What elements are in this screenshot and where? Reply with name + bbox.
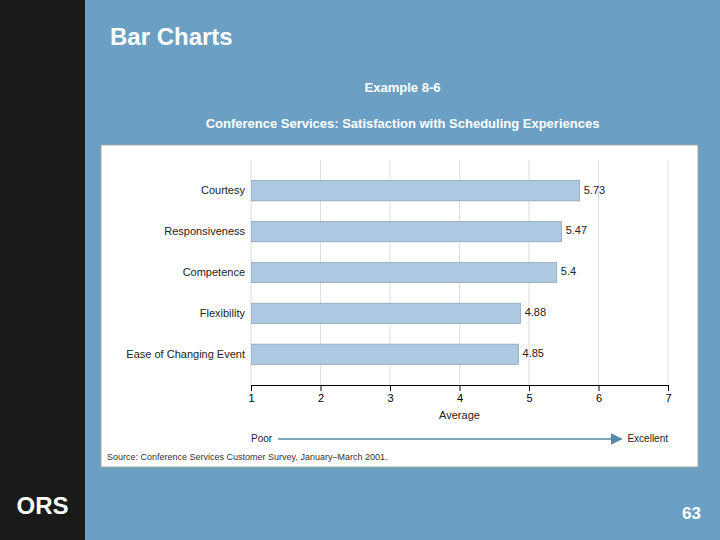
bar — [251, 303, 521, 323]
x-tick: 1 — [248, 385, 254, 404]
x-tick: 7 — [665, 385, 671, 404]
x-tick-label: 3 — [387, 392, 393, 404]
y-tick: Competence — [183, 266, 245, 278]
x-tick-label: 2 — [318, 392, 324, 404]
scale-arrow: Poor Excellent — [251, 433, 668, 444]
x-axis-line — [252, 386, 669, 392]
y-tick: Ease of Changing Event — [126, 348, 245, 360]
source: Source: Conference Services Customer Sur… — [107, 452, 387, 462]
x-tick: 2 — [318, 385, 324, 404]
data-label: 5.4 — [561, 265, 576, 277]
x-tick-mark — [668, 385, 669, 391]
x-tick: 5 — [526, 385, 532, 404]
y-tick-label: Courtesy — [201, 184, 246, 196]
y-axis: Ease of Changing Event Flexibility Compete… — [126, 184, 245, 360]
data-label: 5.73 — [584, 184, 605, 196]
subtitle: Conference Services: Satisfaction with S… — [206, 116, 600, 131]
arrow-label-right: Excellent — [627, 433, 668, 444]
grid-line — [668, 160, 669, 385]
x-tick-label: 4 — [457, 392, 463, 404]
x-tick-label: 5 — [526, 392, 532, 404]
data-label: 4.85 — [523, 347, 544, 359]
x-axis: 1 2 3 4 5 6 7 — [248, 385, 671, 404]
data-labels: 4.85 4.88 5.4 5.47 5.73 — [523, 184, 606, 360]
x-tick-label: 1 — [248, 392, 254, 404]
x-axis-title: Average — [439, 409, 480, 421]
bar — [251, 180, 580, 200]
arrow-label-left: Poor — [251, 433, 273, 444]
y-tick: Responsiveness — [164, 225, 245, 237]
x-tick-mark — [321, 385, 322, 391]
bars — [251, 180, 580, 364]
y-tick-label: Competence — [183, 266, 245, 278]
x-tick: 6 — [596, 385, 602, 404]
y-tick: Flexibility — [200, 307, 246, 319]
data-label: 4.88 — [525, 306, 546, 318]
y-tick-label: Flexibility — [200, 307, 246, 319]
data-label: 5.47 — [566, 224, 587, 236]
title: Example 8-6 — [365, 80, 441, 95]
y-tick-label: Ease of Changing Event — [126, 348, 245, 360]
x-tick-mark — [390, 385, 391, 391]
x-tick-mark — [251, 385, 252, 391]
chart-panel — [101, 145, 698, 467]
x-tick-label: 7 — [665, 392, 671, 404]
y-tick-label: Responsiveness — [164, 225, 245, 237]
logo: ORS — [16, 492, 68, 519]
bar — [251, 262, 557, 282]
x-tick-label: 6 — [596, 392, 602, 404]
x-tick-mark — [460, 385, 461, 391]
bar — [251, 344, 519, 364]
x-tick: 3 — [387, 385, 393, 404]
arrow-line — [278, 438, 621, 440]
x-tick-mark — [599, 385, 600, 391]
header: Bar Charts — [110, 23, 233, 50]
grid — [251, 160, 668, 385]
left-strip — [0, 0, 85, 540]
slide: ORS Bar Charts Example 8-6 Conference Servi… — [0, 0, 720, 540]
page-number: 63 — [682, 504, 701, 523]
x-tick-mark — [529, 385, 530, 391]
x-tick: 4 — [457, 385, 463, 404]
y-tick: Courtesy — [201, 184, 246, 196]
plot: 4.85 4.88 5.4 5.47 5.73 1 2 3 4 5 6 7 Average Ease of… — [126, 160, 671, 421]
slide-background — [0, 0, 720, 540]
bar — [251, 221, 562, 241]
